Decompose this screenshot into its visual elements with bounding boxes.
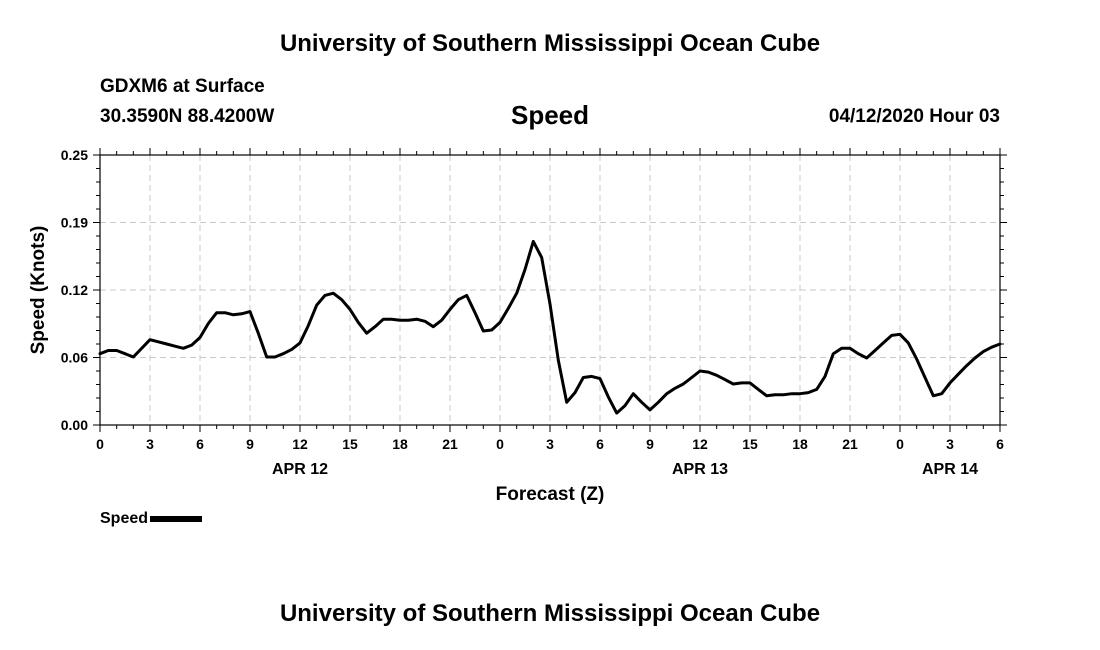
plot-frame <box>99 154 1001 426</box>
x-tick-label: 9 <box>646 436 654 452</box>
legend-swatch <box>150 515 203 522</box>
x-tick-label: 3 <box>146 436 154 452</box>
y-tick-label: 0.12 <box>61 282 88 298</box>
day-label: APR 12 <box>272 461 328 478</box>
x-tick-label: 12 <box>692 436 708 452</box>
x-tick-label: 3 <box>546 436 554 452</box>
y-tick-label: 0.25 <box>61 147 88 163</box>
day-label: APR 13 <box>672 461 728 478</box>
y-tick-label: 0.19 <box>61 215 88 231</box>
top-title: University of Southern Mississippi Ocean… <box>279 30 821 57</box>
axes: 0 3 6 9 12 15 18 21 0 3 6 9 12 15 18 21 0 3 6 0.00 0.06 0.12 0… <box>61 147 1007 478</box>
x-tick-label: 21 <box>842 436 858 452</box>
y-tick-label: 0.00 <box>61 417 88 433</box>
x-axis-label: Forecast (Z) <box>496 484 605 505</box>
speed-series-line <box>98 239 1002 415</box>
x-tick-label: 0 <box>96 436 104 452</box>
x-tick-label: 12 <box>292 436 308 452</box>
day-label: APR 14 <box>922 461 978 478</box>
bottom-title: University of Southern Mississippi Ocean… <box>279 600 821 627</box>
y-axis-label: Speed (Knots) <box>28 226 49 355</box>
x-tick-label: 21 <box>442 436 458 452</box>
chart-title: Speed <box>510 100 590 130</box>
grid-lines <box>100 155 1000 425</box>
x-tick-label: 15 <box>342 436 358 452</box>
x-tick-label: 6 <box>196 436 204 452</box>
datetime-label: 04/12/2020 Hour 03 <box>828 106 1000 127</box>
legend-label: Speed <box>100 510 149 527</box>
x-tick-label: 15 <box>742 436 758 452</box>
x-tick-label: 9 <box>246 436 254 452</box>
x-tick-label: 0 <box>496 436 504 452</box>
x-tick-label: 18 <box>392 436 408 452</box>
station-label: GDXM6 at Surface <box>100 76 265 97</box>
coordinates-label: 30.3590N 88.4200W <box>100 106 275 127</box>
x-tick-label: 18 <box>792 436 808 452</box>
series-layer <box>98 239 1002 415</box>
y-tick-label: 0.06 <box>61 350 88 366</box>
legend: Speed <box>100 510 203 528</box>
x-tick-label: 6 <box>996 436 1004 452</box>
x-tick-label: 0 <box>896 436 904 452</box>
x-tick-label: 6 <box>596 436 604 452</box>
x-tick-label: 3 <box>946 436 954 452</box>
